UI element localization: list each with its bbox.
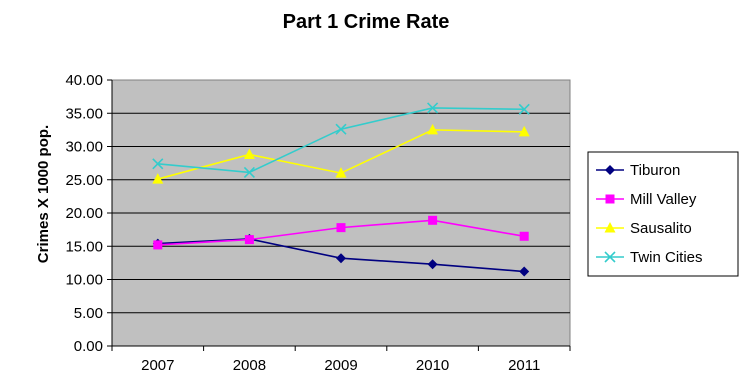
y-axis-label: Crimes X 1000 pop.	[35, 125, 52, 263]
x-tick-label: 2010	[416, 357, 449, 374]
legend-marker	[605, 194, 615, 204]
legend: Tiburon Mill Valley Sausalito Twin Cities	[587, 151, 739, 277]
legend-item-sausalito: Sausalito	[596, 220, 692, 237]
data-point-sausalito	[335, 167, 347, 178]
y-tick-label: 20.00	[65, 205, 103, 222]
y-tick-label: 10.00	[65, 272, 103, 289]
data-point-sausalito	[243, 148, 255, 159]
x-tick-label: 2011	[508, 357, 540, 374]
legend-box	[587, 151, 739, 277]
x-tick-label: 2007	[141, 357, 174, 374]
data-point-tiburon	[519, 266, 530, 277]
legend-marker	[604, 222, 616, 233]
data-point-sausalito	[427, 123, 439, 135]
data-point-mill-valley	[519, 231, 529, 241]
data-point-sausalito	[152, 173, 164, 184]
y-tick-label: 40.00	[65, 72, 103, 89]
legend-marker	[604, 251, 616, 263]
data-point-mill-valley	[153, 240, 163, 250]
x-tick-label: 2008	[233, 357, 266, 374]
marker-stroke	[243, 166, 255, 179]
legend-label: Mill Valley	[630, 191, 697, 208]
y-tick-label: 30.00	[65, 139, 103, 156]
y-tick-label: 35.00	[65, 105, 103, 122]
marker-stroke	[427, 102, 439, 114]
data-point-mill-valley	[244, 235, 254, 245]
y-tick-label: 25.00	[65, 172, 103, 189]
legend-label: Sausalito	[630, 220, 692, 237]
legend-marker	[605, 165, 615, 175]
y-tick-label: 0.00	[74, 338, 103, 355]
y-tick-label: 15.00	[65, 238, 103, 255]
data-point-twin-cities	[518, 103, 530, 115]
data-point-tiburon	[427, 259, 438, 270]
y-tick-label: 5.00	[74, 305, 103, 322]
chart-title: Part 1 Crime Rate	[283, 11, 450, 33]
data-point-mill-valley	[336, 223, 346, 233]
data-point-twin-cities	[243, 166, 255, 179]
x-tick-label: 2009	[324, 357, 357, 374]
marker-stroke	[335, 123, 347, 135]
marker-stroke	[604, 251, 616, 263]
legend-item-twin-cities: Twin Cities	[596, 249, 703, 266]
legend-item-tiburon: Tiburon	[596, 162, 680, 179]
data-point-twin-cities	[335, 123, 347, 135]
legend-label: Tiburon	[630, 162, 680, 179]
marker-stroke	[152, 158, 164, 170]
data-point-twin-cities	[152, 158, 164, 170]
data-point-tiburon	[336, 253, 346, 264]
legend-label: Twin Cities	[630, 249, 703, 266]
marker-stroke	[518, 103, 530, 115]
data-point-sausalito	[518, 125, 530, 137]
data-point-mill-valley	[428, 215, 438, 225]
data-point-twin-cities	[427, 102, 439, 114]
legend-item-mill-valley: Mill Valley	[596, 191, 697, 208]
